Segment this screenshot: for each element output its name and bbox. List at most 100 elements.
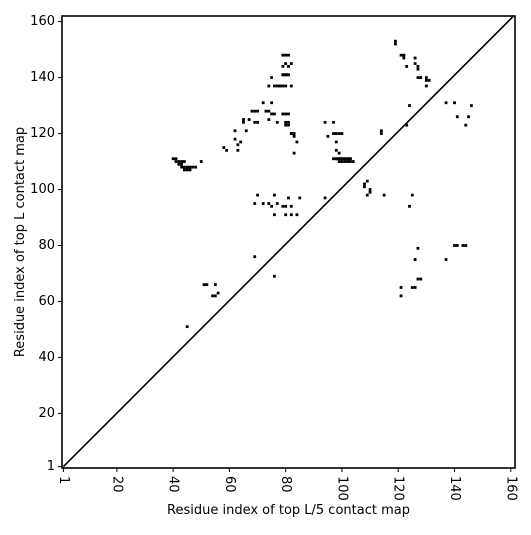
contact-point (332, 157, 335, 161)
contact-point (427, 78, 431, 82)
contact-point (461, 244, 465, 247)
contact-point (363, 182, 366, 186)
contact-point (289, 132, 293, 135)
contact-point (416, 67, 420, 71)
y-tick-label: 80 (38, 238, 55, 253)
contact-point (191, 165, 195, 169)
contact-point (292, 134, 296, 138)
y-tick-label: 20 (38, 406, 55, 421)
contact-point (236, 148, 240, 152)
contact-point (287, 123, 290, 127)
contact-point (289, 213, 293, 217)
contact-point (267, 118, 271, 121)
contact-point (340, 157, 344, 161)
x-tick-label: 100 (334, 476, 349, 501)
contact-point (346, 157, 349, 161)
contact-point (213, 294, 217, 298)
contact-point (453, 244, 456, 247)
contact-point (284, 120, 288, 124)
contact-point (188, 168, 192, 172)
contact-point (185, 325, 189, 329)
contact-point (236, 143, 240, 147)
contact-point (323, 120, 327, 124)
contact-point (444, 101, 448, 105)
contact-point (289, 84, 293, 88)
contact-point (275, 120, 279, 124)
contact-point (253, 109, 257, 113)
contact-point (408, 204, 411, 208)
contact-point (402, 53, 406, 57)
x-axis: 1 20 40 60 80 100 120 140 160 (56, 468, 518, 501)
contact-point (295, 213, 299, 217)
contact-point (180, 162, 183, 166)
contact-point (284, 112, 288, 116)
contact-point (182, 165, 186, 169)
contact-point (180, 160, 183, 163)
contact-point (368, 190, 372, 194)
contact-point (416, 277, 420, 281)
contact-point (368, 188, 372, 191)
contact-point (394, 42, 397, 46)
contact-point (365, 193, 369, 197)
y-tick-label: 160 (30, 14, 55, 29)
contact-point (334, 148, 338, 152)
x-tick-label: 1 (56, 476, 71, 484)
contact-point (281, 64, 285, 68)
contact-point (171, 157, 175, 161)
contact-point (261, 101, 265, 105)
contact-point (264, 109, 268, 113)
contact-point (365, 179, 369, 183)
contact-point (284, 84, 288, 88)
contact-point (334, 157, 338, 161)
contact-point (216, 291, 220, 295)
contact-point (253, 255, 257, 259)
contact-point (267, 202, 271, 205)
contact-point (270, 76, 274, 79)
contact-point (298, 196, 302, 200)
contact-point (337, 160, 341, 163)
contact-point (273, 213, 276, 217)
contact-point (244, 129, 248, 133)
contact-point (337, 151, 341, 155)
contact-point (455, 244, 459, 247)
contact-point (287, 112, 290, 116)
contact-point (270, 112, 274, 116)
contact-point (185, 168, 189, 172)
contact-point (416, 76, 420, 79)
contact-point (337, 157, 341, 161)
contact-point (267, 84, 271, 88)
contact-point (284, 204, 288, 208)
contact-point (287, 53, 290, 57)
contact-point (253, 120, 257, 124)
x-tick-label: 120 (391, 476, 406, 501)
y-tick-label: 1 (47, 459, 55, 474)
contact-point (182, 168, 186, 172)
contact-point (405, 64, 409, 68)
contact-point (242, 120, 245, 124)
contact-point (379, 129, 383, 133)
contact-point (382, 193, 386, 197)
contact-point (275, 84, 279, 88)
y-tick-label: 120 (30, 126, 55, 141)
contact-point (239, 140, 243, 144)
contact-point (332, 132, 335, 135)
contact-point (455, 115, 459, 119)
contact-point (399, 286, 403, 289)
contact-point (292, 132, 296, 135)
contact-point (334, 140, 338, 144)
y-tick-label: 40 (38, 350, 55, 365)
x-tick-label: 20 (109, 476, 124, 493)
contact-point (281, 112, 285, 116)
contact-point (334, 132, 338, 135)
contact-point (174, 157, 178, 161)
contact-point (287, 196, 290, 200)
contact-point (469, 104, 473, 107)
contact-point (337, 132, 341, 135)
contact-point (326, 134, 330, 138)
contact-point (242, 118, 245, 121)
contact-point (281, 204, 285, 208)
contact-point (416, 64, 420, 68)
